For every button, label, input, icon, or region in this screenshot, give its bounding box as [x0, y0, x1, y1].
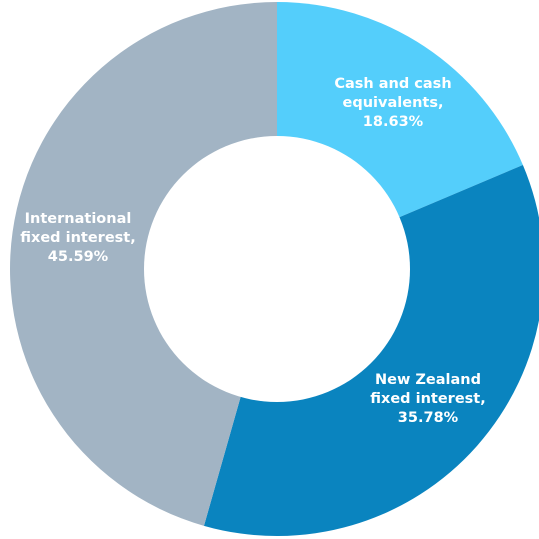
slice-label-line: Cash and cash	[334, 76, 451, 92]
slice-label-line: fixed interest,	[20, 230, 135, 246]
slice-label-2: International fixed interest, 45.59%	[20, 211, 135, 265]
donut-hole	[144, 136, 410, 402]
labels-group: Cash and cash equivalents, 18.63% New Zeala…	[20, 76, 485, 426]
slice-label-line: New Zealand	[375, 372, 481, 388]
slice-label-1: New Zealand fixed interest, 35.78%	[370, 372, 485, 426]
slice-label-line: 45.59%	[48, 249, 109, 265]
slice-label-0: Cash and cash equivalents, 18.63%	[334, 76, 451, 130]
slice-label-line: equivalents,	[343, 95, 444, 111]
slice-2	[10, 2, 278, 526]
slice-label-line: International	[25, 211, 132, 227]
slice-label-line: 35.78%	[398, 410, 459, 426]
slice-label-line: fixed interest,	[370, 391, 485, 407]
slice-label-line: 18.63%	[363, 114, 424, 130]
